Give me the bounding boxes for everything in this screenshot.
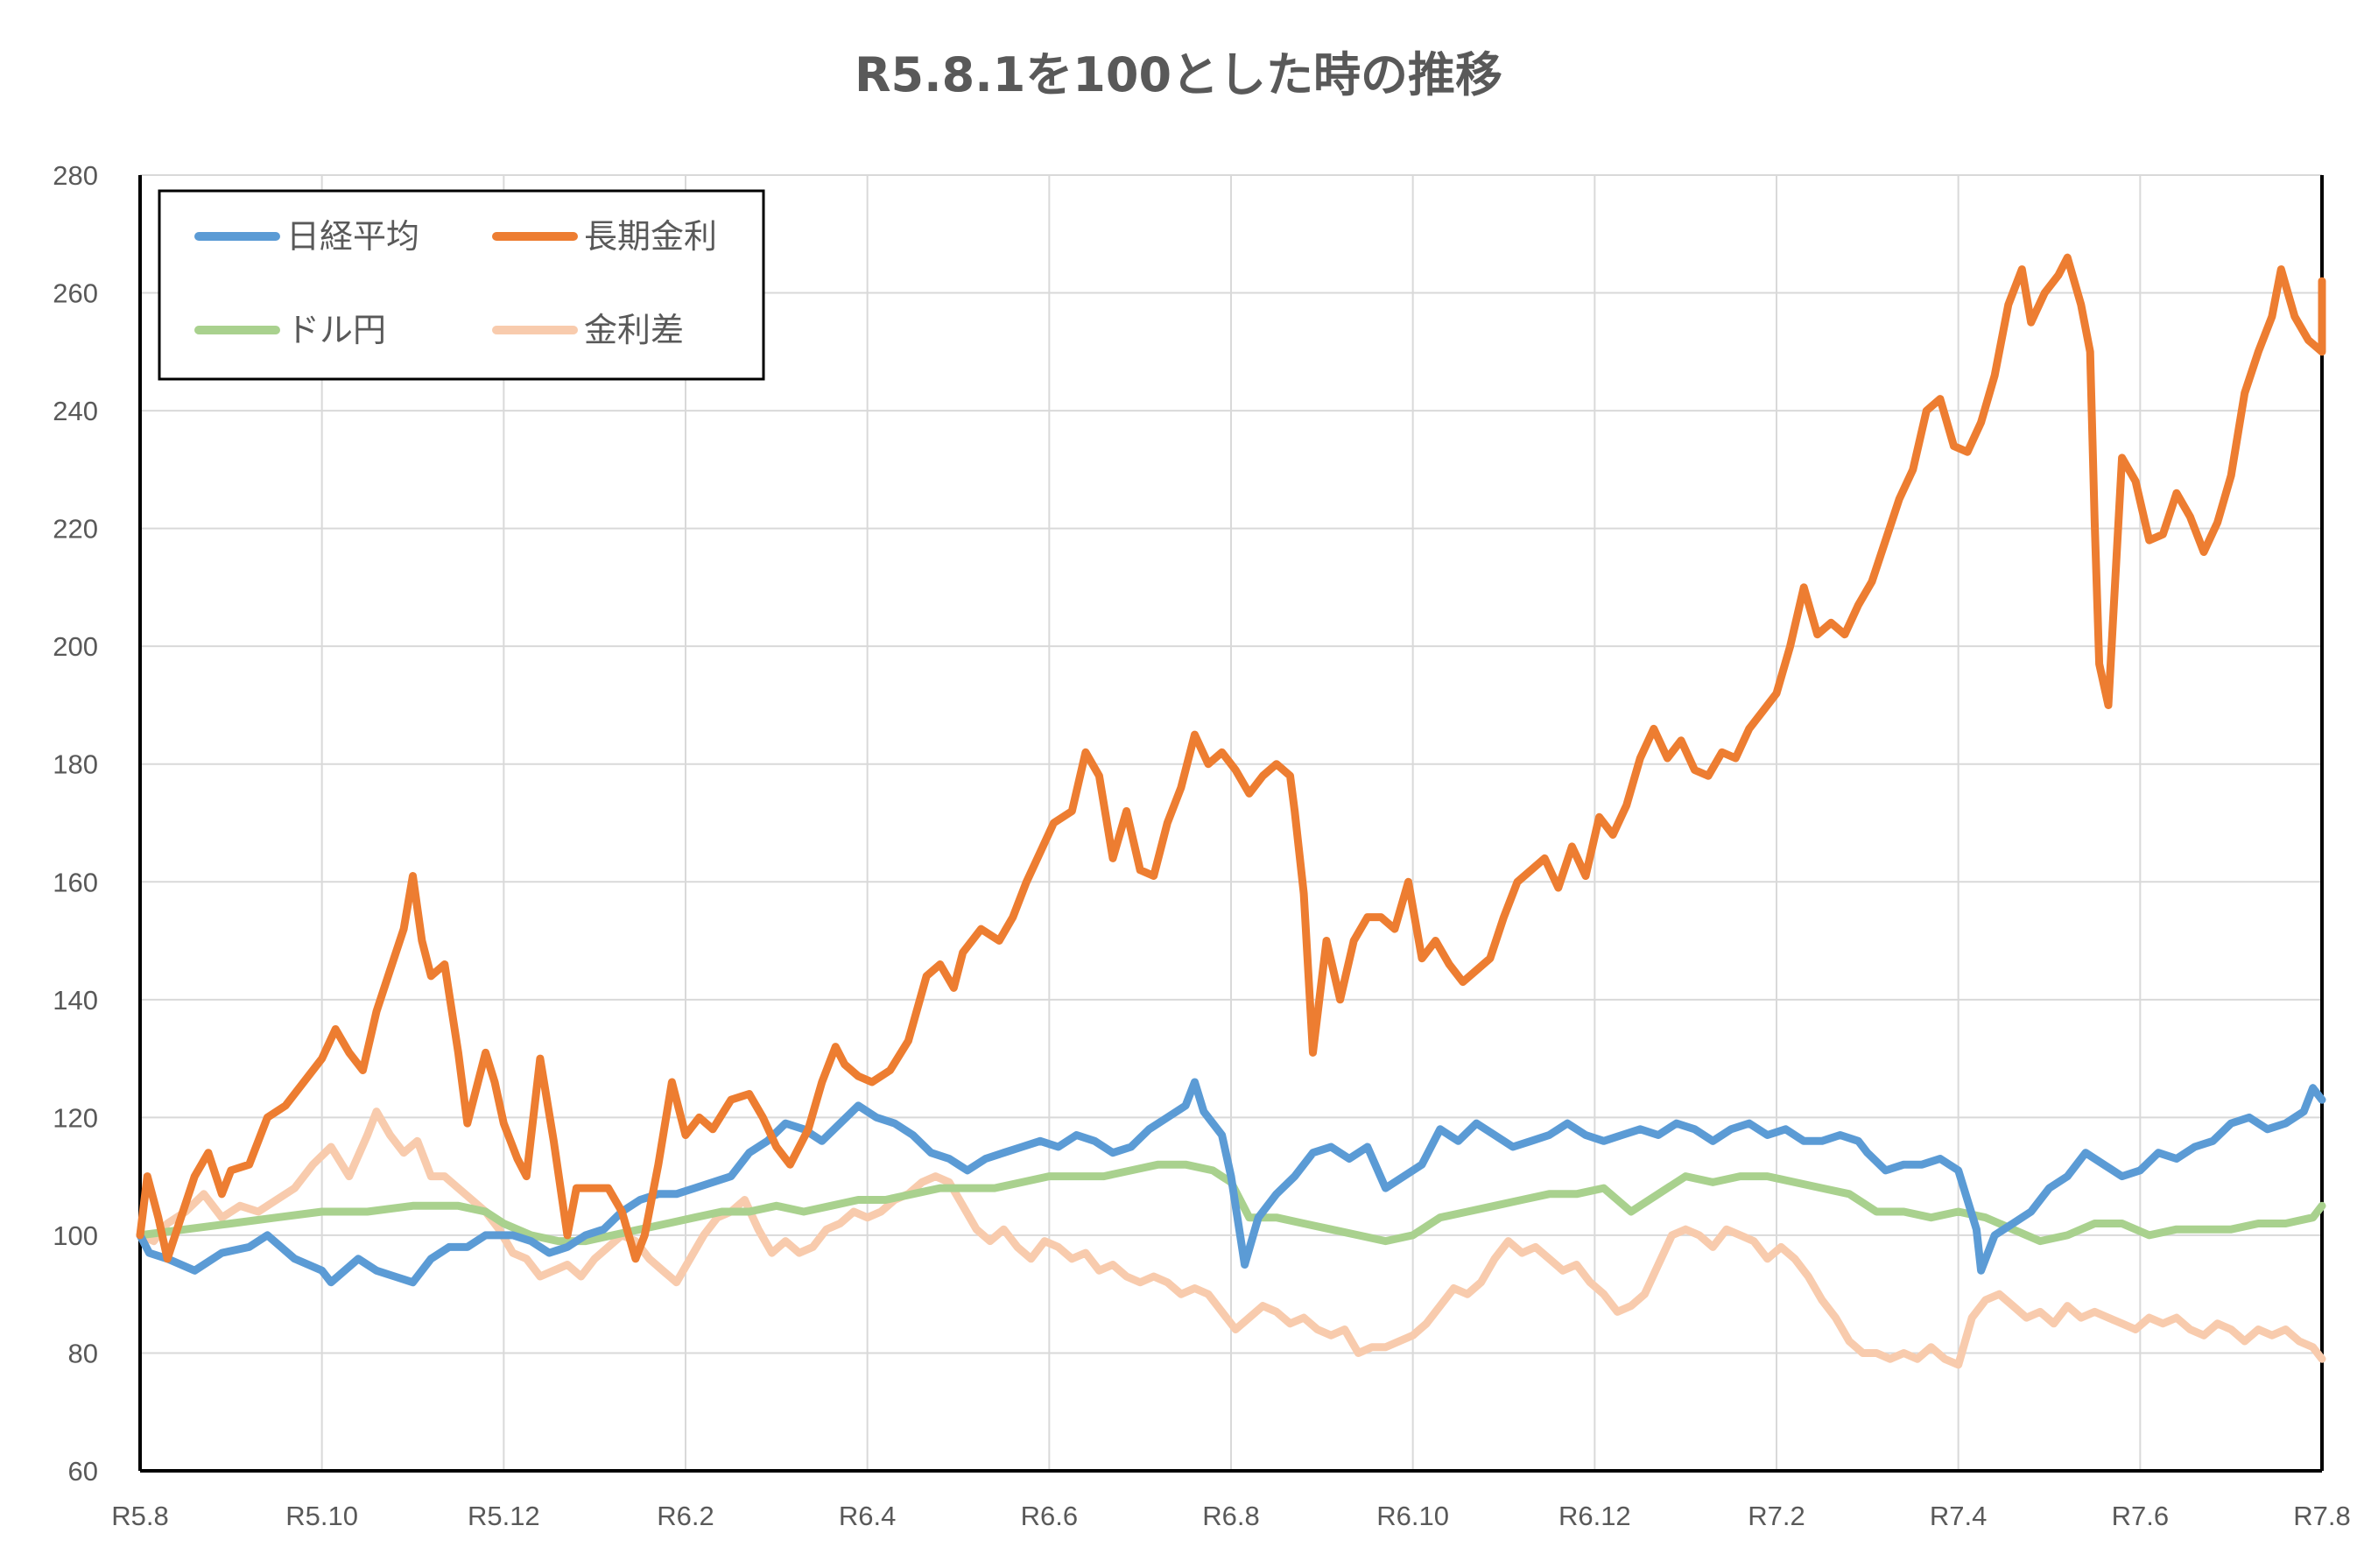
axis-layer: 60 80 100 120 140 160 180 200 220 240 260 280 R5.8 R5…	[53, 160, 2350, 1531]
x-tick-label: R7.4	[1930, 1501, 1987, 1531]
y-tick-label: 280	[53, 160, 98, 191]
legend-label: 長期金利	[584, 217, 717, 256]
y-tick-label: 220	[53, 514, 98, 545]
y-tick-label: 260	[53, 278, 98, 309]
x-tick-label: R6.8	[1202, 1501, 1259, 1531]
x-tick-label: R6.10	[1376, 1501, 1449, 1531]
x-tick-label: R6.12	[1558, 1501, 1631, 1531]
legend-label: ドル円	[286, 311, 386, 349]
y-tick-label: 60	[68, 1456, 98, 1487]
x-tick-label: R6.4	[839, 1501, 896, 1531]
x-tick-label: R5.8	[111, 1501, 168, 1531]
x-tick-label: R6.6	[1021, 1501, 1078, 1531]
series-line-2	[136, 1160, 2326, 1246]
y-tick-label: 200	[53, 631, 98, 662]
series-layer	[136, 253, 2326, 1369]
y-tick-label: 240	[53, 396, 98, 426]
series-line-0	[136, 1078, 2326, 1287]
y-tick-label: 160	[53, 867, 98, 897]
x-tick-label: R7.2	[1748, 1501, 1805, 1531]
x-tick-label: R6.2	[657, 1501, 714, 1531]
legend-box	[158, 189, 765, 381]
series-line-1	[136, 253, 2326, 1263]
y-tick-label: 180	[53, 749, 98, 780]
y-tick-label: 120	[53, 1102, 98, 1133]
x-tick-label: R5.12	[468, 1501, 540, 1531]
y-tick-label: 80	[68, 1338, 98, 1368]
y-tick-label: 100	[53, 1220, 98, 1251]
x-tick-label: R7.6	[2112, 1501, 2169, 1531]
series-line-3	[136, 1107, 2326, 1369]
legend-label: 金利差	[584, 311, 684, 349]
x-tick-label: R7.8	[2293, 1501, 2350, 1531]
legend-label: 日経平均	[286, 217, 419, 256]
chart-title: R5.8.1を100とした時の推移	[855, 47, 1502, 102]
y-tick-label: 140	[53, 985, 98, 1016]
x-tick-label: R5.10	[285, 1501, 358, 1531]
